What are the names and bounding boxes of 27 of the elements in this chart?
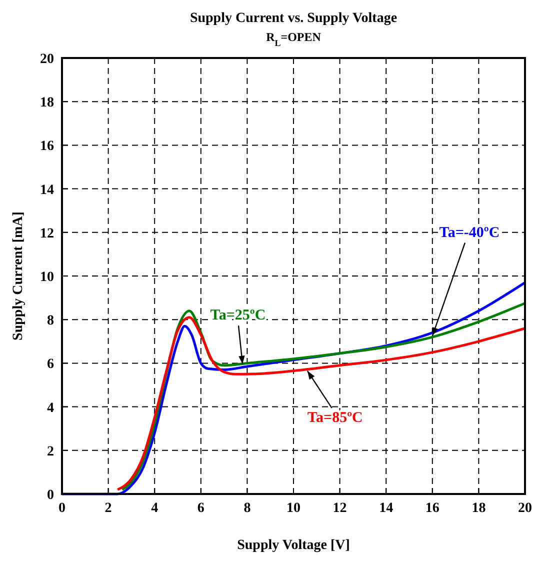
y-tick-label: 4 (47, 400, 54, 416)
y-tick-label: 10 (40, 270, 54, 285)
x-tick-label: 12 (332, 501, 347, 516)
x-tick-label: 8 (244, 501, 251, 516)
y-tick-label: 18 (40, 96, 54, 111)
y-tick-label: 6 (47, 357, 54, 372)
x-tick-label: 0 (58, 501, 66, 516)
chart-subtitle: R$_{L}$=OPEN (266, 30, 322, 48)
x-tick-label: 6 (197, 501, 204, 516)
x-axis-title: Supply Voltage [V] (237, 538, 350, 553)
y-tick-label: 2 (47, 444, 54, 460)
y-tick-label: 0 (47, 488, 54, 503)
y-tick-label: 16 (40, 139, 54, 154)
x-tick-label: 18 (472, 501, 486, 516)
y-tick-label: 12 (40, 226, 54, 242)
x-tick-label: 20 (518, 501, 532, 516)
x-tick-label: 16 (425, 501, 440, 516)
chart-title: Supply Current vs. Supply Voltage (190, 11, 398, 26)
y-axis-title: Supply Current [mA] (11, 212, 26, 340)
x-tick-label: 10 (286, 501, 300, 516)
x-tick-label: 2 (104, 501, 112, 516)
y-tick-label: 14 (40, 182, 54, 198)
y-tick-label: 8 (47, 314, 54, 329)
text: Ta=85ºC (307, 410, 363, 426)
y-tick-label: 20 (40, 52, 54, 67)
x-tick-label: 4 (151, 501, 158, 516)
x-tick-label: 14 (379, 501, 394, 516)
